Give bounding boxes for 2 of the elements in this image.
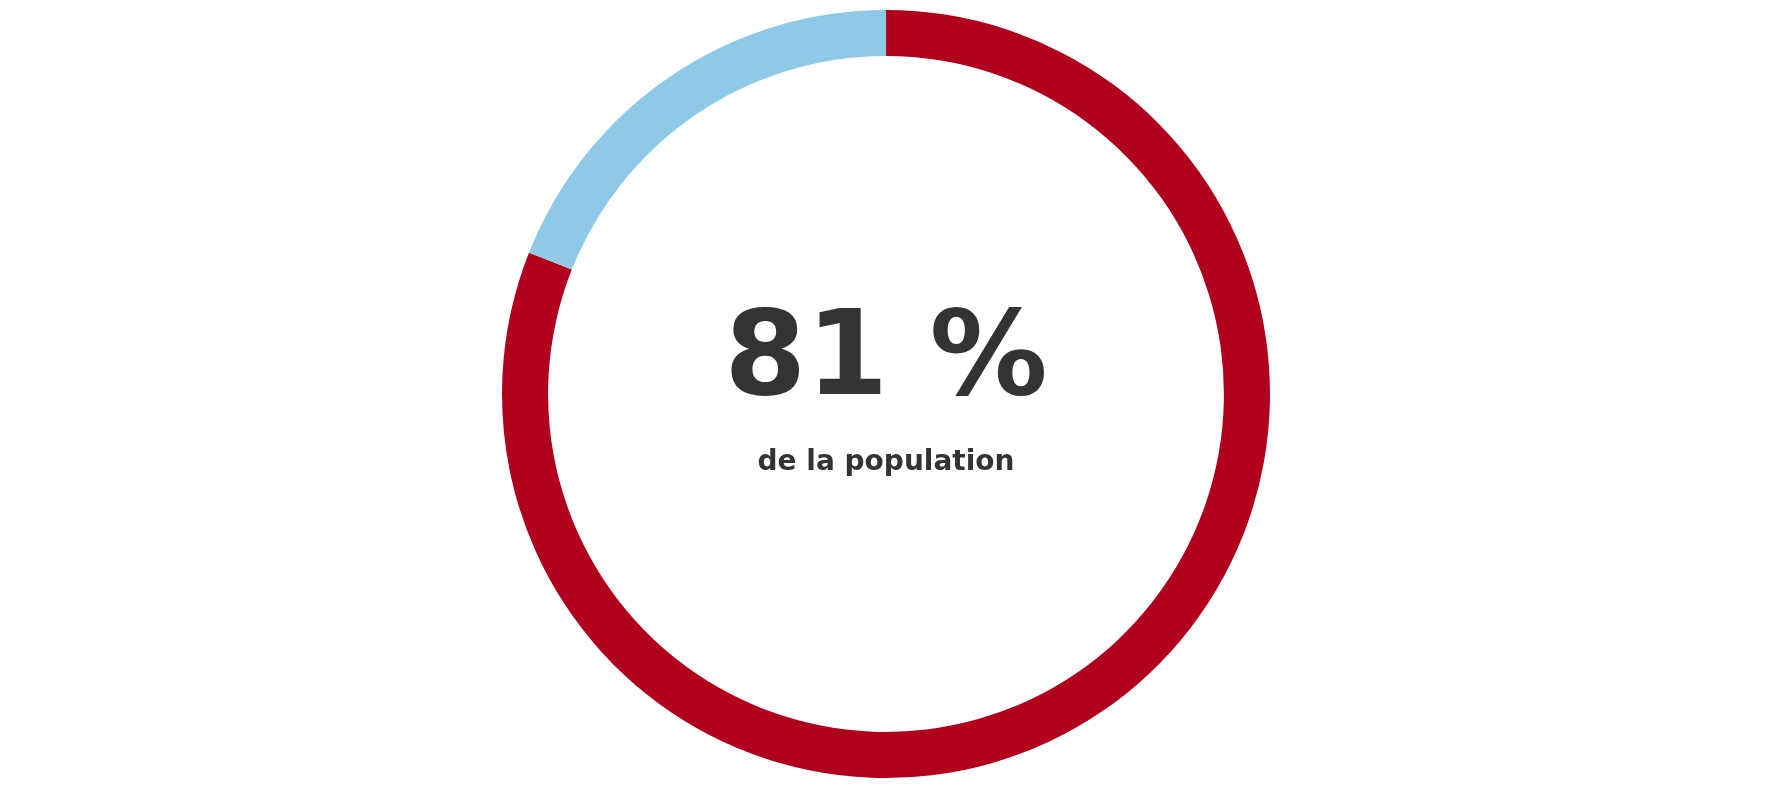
data-label: 81 % [724,284,1048,422]
text: de la population [757,444,1015,477]
